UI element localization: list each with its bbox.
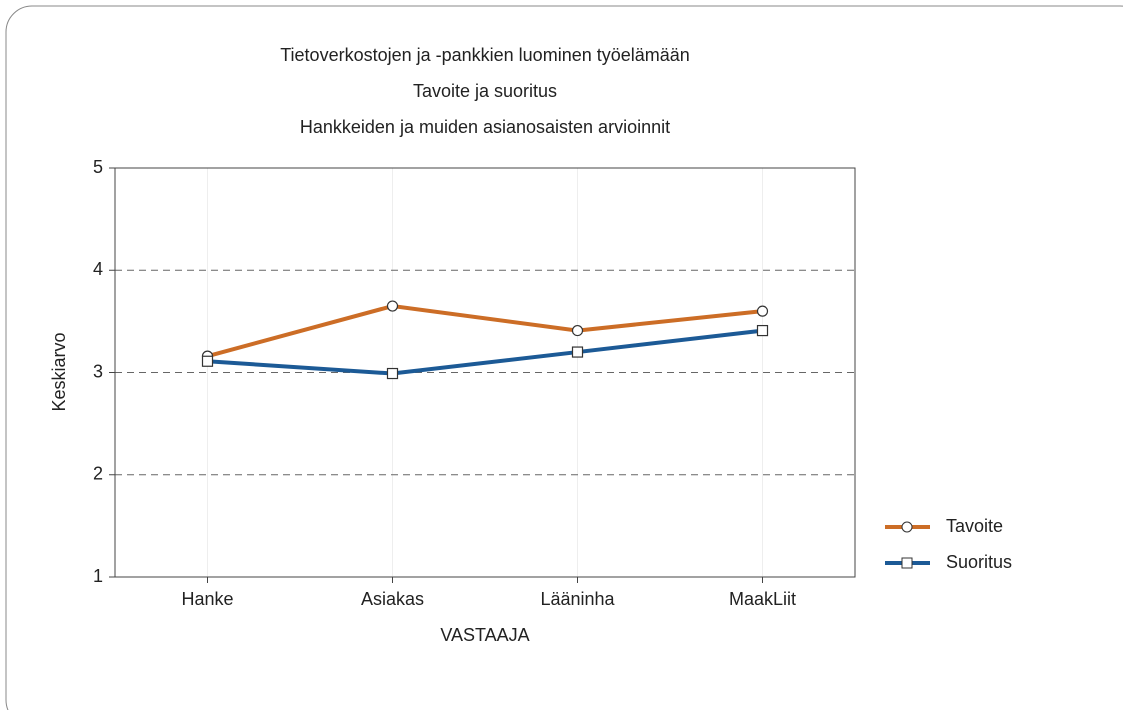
- series-line: [207, 328, 763, 376]
- x-tick-label: MaakLiit: [729, 589, 796, 609]
- x-tick-label: Asiakas: [361, 589, 424, 609]
- marker: [571, 346, 584, 358]
- plot-frame: [114, 167, 856, 578]
- marker: [756, 324, 769, 337]
- legend-marker: [901, 557, 913, 569]
- marker: [756, 305, 769, 317]
- chart-title: Tavoite ja suoritus: [413, 81, 557, 101]
- x-tick-label: Hanke: [181, 589, 233, 609]
- y-tick-label: 4: [93, 259, 103, 279]
- y-axis-label: Keskiarvo: [49, 332, 69, 411]
- y-tick-label: 3: [93, 361, 103, 381]
- x-tick-label: Lääninha: [540, 589, 615, 609]
- frame: [5, 5, 1123, 710]
- chart-title: Tietoverkostojen ja -pankkien luominen t…: [280, 45, 690, 65]
- y-tick-label: 1: [93, 566, 103, 586]
- y-tick-label: 5: [93, 157, 103, 177]
- x-axis-label: VASTAAJA: [440, 625, 529, 645]
- series-line: [206, 304, 763, 359]
- marker: [386, 367, 399, 380]
- marker: [571, 324, 584, 337]
- y-tick-label: 2: [93, 464, 103, 484]
- legend-marker: [901, 521, 913, 533]
- legend-label: Tavoite: [946, 516, 1003, 536]
- marker: [386, 300, 399, 312]
- legend-label: Suoritus: [946, 552, 1012, 572]
- chart-title: Hankkeiden ja muiden asianosaisten arvio…: [300, 117, 670, 137]
- marker: [201, 355, 214, 367]
